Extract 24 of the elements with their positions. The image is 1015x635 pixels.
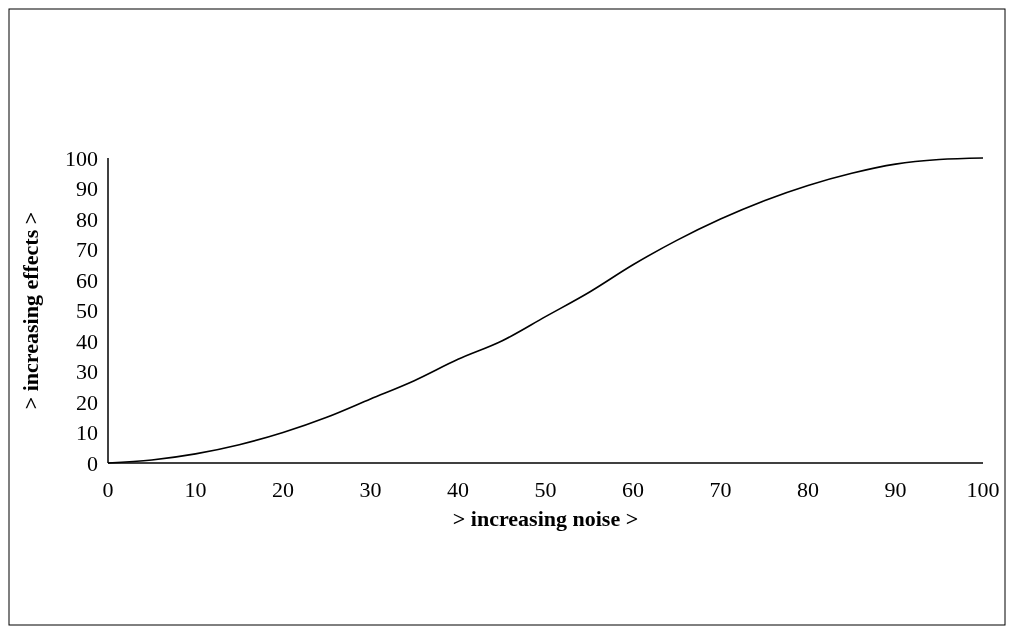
y-tick-label: 80 xyxy=(76,206,98,232)
y-tick-label: 100 xyxy=(65,145,98,171)
y-tick-label: 10 xyxy=(76,420,98,446)
x-tick-label: 30 xyxy=(359,477,382,502)
x-tick-label: 40 xyxy=(447,477,469,502)
x-tick-label: 100 xyxy=(966,477,1000,502)
x-tick-label: 80 xyxy=(797,477,819,502)
x-tick-label: 90 xyxy=(884,477,907,502)
x-tick-label: 50 xyxy=(534,477,557,502)
y-tick-label: 90 xyxy=(76,176,98,202)
y-tick-label: 20 xyxy=(76,389,98,415)
y-tick-label: 60 xyxy=(76,267,98,293)
y-tick-label: 30 xyxy=(76,359,98,385)
x-tick-label: 10 xyxy=(184,477,207,502)
y-axis-title: > increasing effects > xyxy=(18,211,43,410)
y-tick-label: 70 xyxy=(76,237,98,263)
x-tick-label: 20 xyxy=(272,477,294,502)
x-axis-title: > increasing noise > xyxy=(452,506,639,531)
x-tick-label: 60 xyxy=(622,477,644,502)
y-tick-label: 50 xyxy=(76,298,98,324)
y-tick-label: 40 xyxy=(76,328,98,354)
x-tick-label: 70 xyxy=(709,477,732,502)
x-tick-label: 0 xyxy=(102,477,114,502)
y-tick-label: 0 xyxy=(87,450,98,476)
